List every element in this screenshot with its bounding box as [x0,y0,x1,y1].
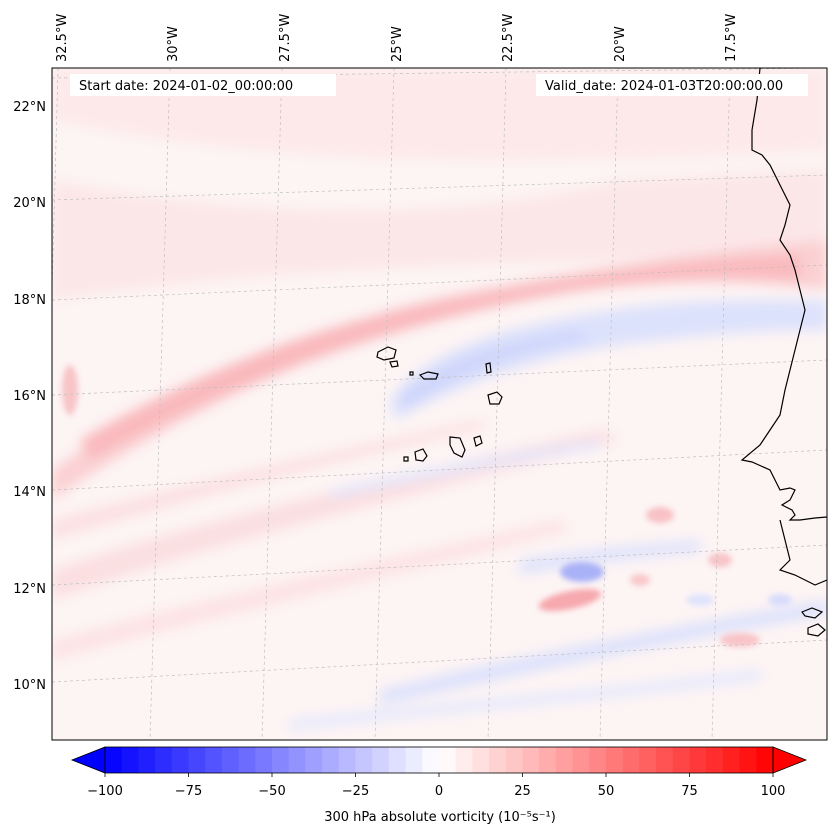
lon-label-30w: 30°W [166,26,181,62]
colorbar-tick-label: 75 [681,784,698,799]
colorbar-segment [238,747,256,773]
colorbar-segment [706,747,724,773]
colorbar-segment [288,747,306,773]
latitude-labels: 22°N 20°N 18°N 16°N 14°N 12°N 10°N [13,100,46,693]
island-maio [473,435,483,447]
colorbar-segment [572,747,590,773]
map-frame [51,67,828,741]
island-fogo [414,448,428,462]
lon-label-27-5w: 27.5°W [278,14,293,62]
colorbar-label: 300 hPa absolute vorticity (10⁻⁵s⁻¹) [324,810,556,825]
africa-coastline [740,68,827,521]
lat-label-16n: 16°N [13,389,46,404]
colorbar-segment [188,747,206,773]
colorbar-tick-label: 0 [435,784,443,799]
cape-verde-islands [376,346,503,462]
map-panel: Start date: 2024-01-02_00:00:00 Valid_da… [52,68,827,740]
colorbar-tick-label: 25 [514,784,531,799]
valid-date-label: Valid_date: 2024-01-03T20:00:00.00 [545,79,783,94]
lat-label-18n: 18°N [13,293,46,308]
colorbar-segment [305,747,323,773]
colorbar-extend-min [70,746,106,774]
colorbar-segment [489,747,507,773]
lon-label-17-5w: 17.5°W [724,14,739,62]
colorbar-tick-label: 100 [761,784,786,799]
colorbar-segment [355,747,373,773]
colorbar-segment [555,747,574,773]
colorbar-segment [205,747,223,773]
colorbar-segment [589,747,607,773]
colorbar-segment [255,747,273,773]
colorbar-segment [138,747,156,773]
island-sao-nicolau [418,371,439,380]
colorbar-segment [672,747,691,773]
colorbar-tick-label: −75 [175,784,202,799]
colorbar-segment [388,747,407,773]
colorbar-segment [522,747,540,773]
colorbar-segment [372,747,390,773]
longitude-labels: 32.5°W 30°W 27.5°W 25°W 22.5°W 20°W 17.5… [55,14,739,62]
lat-label-12n: 12°N [13,582,46,597]
start-date-label: Start date: 2024-01-02_00:00:00 [79,79,293,94]
colorbar-segment [722,747,741,773]
colorbar-segment [606,747,624,773]
colorbar-segment [505,747,524,773]
colorbar-segment [272,747,290,773]
colorbar-tick-label: −100 [87,784,123,799]
island-sao-vicente [389,360,399,368]
colorbar-segment [405,747,423,773]
island-santa-luzia [409,371,414,376]
colorbar-segment [622,747,640,773]
island-santiago [449,436,466,458]
start-date-box [70,74,336,96]
colorbar-extend-max [772,746,808,774]
colorbar-segment [322,747,340,773]
colorbar-tick-label: −50 [258,784,285,799]
lon-label-20w: 20°W [613,26,628,62]
lat-label-14n: 14°N [13,485,46,500]
colorbar-segment [121,747,139,773]
lat-label-20n: 20°N [13,196,46,211]
colorbar-segment [171,747,190,773]
vorticity-field [52,68,827,730]
lat-label-22n: 22°N [13,100,46,115]
valid-date-box [536,74,808,96]
lon-label-22-5w: 22.5°W [501,14,516,62]
colorbar-segments [105,747,774,773]
lon-label-32-5w: 32.5°W [55,14,70,62]
colorbar-segment [689,747,707,773]
island-brava [403,456,409,462]
island-sal [485,362,492,374]
lat-label-10n: 10°N [13,678,46,693]
colorbar-tick-label: −25 [342,784,369,799]
colorbar-segment [338,747,357,773]
colorbar-segment [221,747,240,773]
lon-label-25w: 25°W [390,26,405,62]
colorbar-segment [439,747,457,773]
island-boa-vista [487,391,503,405]
island-santo-antao [376,346,397,361]
colorbar-segment [422,747,440,773]
colorbar-segment [756,747,774,773]
colorbar-segment [539,747,557,773]
colorbar-segment [105,747,123,773]
colorbar-ticks: −100 −75 −50 −25 0 25 50 75 100 [87,773,785,799]
colorbar-segment [739,747,757,773]
colorbar-segment [472,747,490,773]
coastlines [740,68,827,637]
colorbar-segment [155,747,173,773]
colorbar-segment [656,747,674,773]
colorbar-segment [639,747,657,773]
colorbar-tick-label: 50 [598,784,615,799]
colorbar-segment [455,747,473,773]
colorbar: −100 −75 −50 −25 0 25 50 75 100 300 hPa absolute… [70,746,808,825]
